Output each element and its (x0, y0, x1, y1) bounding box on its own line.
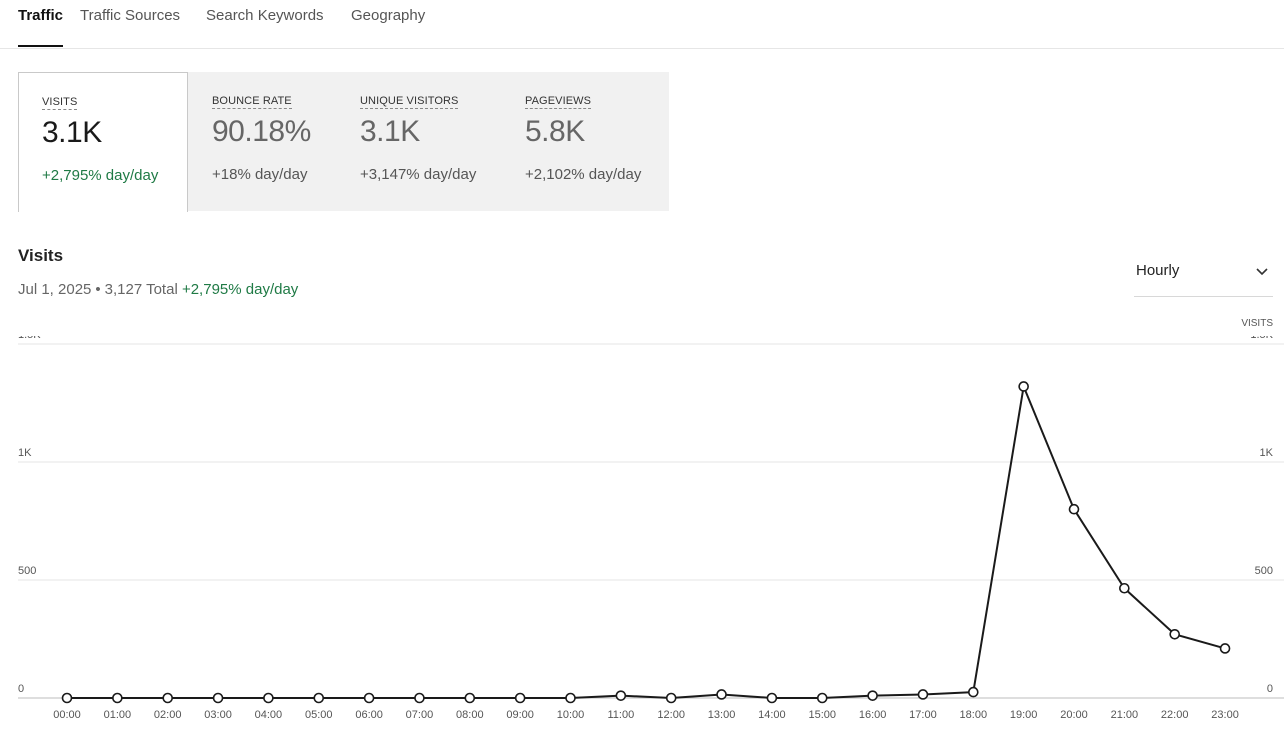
data-point (867, 690, 878, 701)
data-point (1119, 582, 1130, 594)
stat-label: UNIQUE VISITORS (360, 95, 459, 109)
data-point (565, 692, 576, 704)
series-line (67, 385, 1226, 699)
stat-change: +3,147% day/day (360, 166, 477, 183)
data-point (112, 692, 123, 704)
y-tick-label-right: 1K (1260, 447, 1274, 459)
tab-bar: Traffic Traffic Sources Search Keywords … (0, 0, 1284, 49)
data-point (967, 686, 979, 698)
active-tab-indicator (18, 45, 63, 47)
data-point (363, 692, 375, 704)
x-tick-label: 17:00 (909, 709, 937, 721)
stat-label: VISITS (42, 96, 78, 110)
data-point (716, 689, 727, 700)
tab-traffic[interactable]: Traffic (18, 7, 64, 24)
tab-traffic-sources[interactable]: Traffic Sources (80, 7, 181, 24)
chart-change: +2,795% day/day (181, 281, 299, 298)
x-tick-label: 12:00 (657, 709, 685, 721)
stat-value: 3.1K (360, 115, 420, 148)
data-point (1068, 503, 1080, 515)
data-point (917, 689, 929, 700)
x-tick-label: 01:00 (104, 709, 132, 721)
x-tick-label: 07:00 (406, 709, 434, 721)
x-tick-label: 23:00 (1211, 709, 1239, 721)
stat-value: 3.1K (42, 116, 102, 149)
data-point (665, 692, 677, 704)
data-point (1018, 381, 1029, 392)
data-point (464, 692, 476, 704)
x-tick-label: 22:00 (1161, 709, 1189, 721)
x-tick-label: 04:00 (255, 709, 283, 721)
x-tick-label: 21:00 (1111, 709, 1139, 721)
data-point (212, 692, 224, 704)
x-tick-label: 13:00 (708, 709, 736, 721)
stat-card-unique-visitors[interactable]: UNIQUE VISITORS 3.1K +3,147% day/day (336, 72, 501, 211)
x-tick-label: 05:00 (305, 709, 333, 721)
data-point (61, 692, 73, 704)
data-point (313, 692, 325, 704)
stat-cards: VISITS 3.1K +2,795% day/day BOUNCE RATE … (18, 72, 669, 212)
data-point (414, 692, 425, 704)
visits-line-chart: 0 0 500 500 1K 1K 1.5K 1.5K 00:00 01:00 02:00 03:00… (18, 336, 1284, 721)
y-tick-label-left: 1.5K (18, 336, 41, 341)
chart-title: Visits (18, 246, 64, 265)
data-point (514, 692, 526, 704)
stat-label: PAGEVIEWS (525, 95, 592, 109)
tab-search-keywords[interactable]: Search Keywords (206, 7, 324, 24)
x-tick-label: 09:00 (506, 709, 534, 721)
x-tick-label: 10:00 (557, 709, 585, 721)
stat-change: +2,795% day/day (42, 167, 159, 184)
interval-select-value: Hourly (1136, 262, 1180, 279)
stat-card-bounce-rate[interactable]: BOUNCE RATE 90.18% +18% day/day (188, 72, 336, 211)
x-tick-label: 03:00 (204, 709, 232, 721)
interval-select[interactable]: Hourly (1134, 256, 1273, 297)
stat-value: 90.18% (212, 115, 311, 148)
chart-subtitle: Jul 1, 2025 • 3,127 Total +2,795% day/day (18, 281, 298, 298)
data-point (263, 692, 274, 704)
y-tick-label-left: 0 (18, 683, 24, 695)
x-tick-label: 02:00 (154, 709, 182, 721)
stat-value: 5.8K (525, 115, 585, 148)
x-tick-label: 11:00 (607, 709, 634, 721)
x-tick-label: 18:00 (960, 709, 988, 721)
x-tick-label: 20:00 (1060, 709, 1088, 721)
x-tick-label: 06:00 (355, 709, 383, 721)
x-tick-label: 00:00 (53, 709, 81, 721)
stat-label: BOUNCE RATE (212, 95, 292, 109)
y-tick-label-right: 500 (1255, 565, 1273, 577)
chart-total: 3,127 Total (104, 281, 178, 298)
y-tick-label-right: 1.5K (1250, 336, 1273, 341)
data-point (162, 692, 173, 704)
x-tick-label: 14:00 (758, 709, 786, 721)
chart-date: Jul 1, 2025 (18, 281, 92, 298)
data-point (615, 690, 627, 701)
y-tick-label-left: 500 (18, 565, 36, 577)
separator-dot: • (95, 281, 101, 298)
stat-card-pageviews[interactable]: PAGEVIEWS 5.8K +2,102% day/day (501, 72, 669, 211)
x-tick-label: 16:00 (859, 709, 887, 721)
y-tick-label-left: 1K (18, 447, 32, 459)
stat-change: +2,102% day/day (525, 166, 642, 183)
data-point (816, 692, 828, 704)
data-point (1219, 643, 1231, 654)
x-tick-label: 19:00 (1010, 709, 1038, 721)
stat-change: +18% day/day (212, 166, 308, 183)
x-tick-label: 15:00 (808, 709, 836, 721)
chevron-down-icon (1256, 268, 1268, 276)
y-tick-label-right: 0 (1267, 683, 1273, 695)
data-point (1169, 628, 1180, 640)
y-axis-title: VISITS (1241, 318, 1273, 329)
tab-geography[interactable]: Geography (351, 7, 426, 24)
stat-card-visits[interactable]: VISITS 3.1K +2,795% day/day (18, 72, 188, 212)
x-tick-label: 08:00 (456, 709, 484, 721)
data-point (766, 692, 778, 704)
